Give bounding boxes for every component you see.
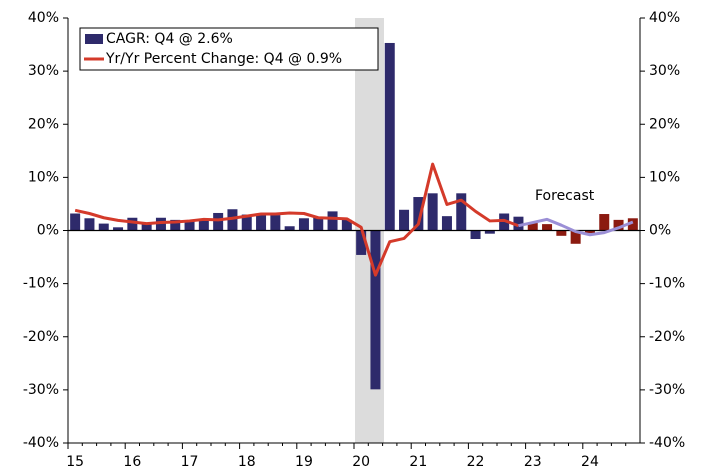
bar: [256, 214, 267, 231]
y2-tick-label: 30%: [649, 63, 680, 79]
x-tick-label: 22: [467, 454, 485, 470]
legend-swatch: [85, 34, 103, 44]
annotation: Forecast: [535, 188, 595, 204]
line: [518, 217, 634, 237]
y-tick-label: -40%: [23, 435, 59, 451]
bar: [284, 226, 295, 231]
x-tick-label: 16: [123, 454, 141, 470]
bar: [298, 218, 309, 231]
bar: [184, 220, 195, 231]
bar: [542, 224, 553, 231]
bar: [213, 212, 224, 231]
bar: [370, 230, 381, 390]
bar: [241, 214, 252, 231]
y2-tick-label: -30%: [649, 382, 685, 398]
bar: [413, 197, 424, 231]
x-tick-label: 17: [181, 454, 199, 470]
x-tick-label: 15: [66, 454, 84, 470]
x-tick-label: 19: [295, 454, 313, 470]
legend-label: CAGR: Q4 @ 2.6%: [106, 31, 233, 47]
bar: [227, 209, 238, 231]
y-tick-label: -20%: [23, 329, 59, 345]
bar: [113, 227, 124, 231]
bar: [570, 230, 581, 244]
x-tick-label: 24: [581, 454, 599, 470]
bar: [527, 223, 538, 231]
line: [74, 162, 519, 277]
bar: [384, 42, 395, 231]
bar: [427, 193, 438, 231]
bar: [313, 216, 324, 231]
x-tick-label: 21: [409, 454, 427, 470]
y-tick-label: 20%: [28, 116, 59, 132]
bar: [613, 219, 624, 231]
bar: [341, 219, 352, 231]
y2-tick-label: 20%: [649, 116, 680, 132]
y-tick-label: -30%: [23, 382, 59, 398]
bar: [270, 215, 281, 231]
bar: [399, 209, 410, 231]
bar: [127, 217, 138, 231]
bar: [441, 216, 452, 231]
y-tick-label: -10%: [23, 276, 59, 292]
legend-label: Yr/Yr Percent Change: Q4 @ 0.9%: [105, 51, 342, 67]
bar: [484, 230, 495, 234]
bar: [584, 230, 595, 234]
y2-tick-label: 0%: [649, 223, 671, 239]
y2-tick-label: 40%: [649, 10, 680, 26]
bar: [155, 217, 166, 231]
bar: [456, 193, 467, 231]
bar: [198, 219, 209, 231]
bar: [356, 230, 367, 255]
bar: [627, 218, 638, 231]
bar: [470, 230, 481, 239]
bar: [170, 219, 181, 231]
bar: [70, 213, 81, 231]
y2-tick-label: 10%: [649, 169, 680, 185]
y-tick-label: 40%: [28, 10, 59, 26]
bar: [84, 218, 95, 231]
bar: [327, 211, 338, 231]
y-tick-label: 10%: [28, 169, 59, 185]
bar: [513, 216, 524, 231]
y-tick-label: 0%: [37, 223, 59, 239]
y2-tick-label: -40%: [649, 435, 685, 451]
bar: [141, 224, 152, 231]
y2-tick-label: -20%: [649, 329, 685, 345]
bar: [556, 230, 567, 236]
x-tick-label: 20: [352, 454, 370, 470]
bar: [98, 223, 109, 231]
legend-box: [79, 27, 379, 71]
x-tick-label: 23: [524, 454, 542, 470]
y2-tick-label: -10%: [649, 276, 685, 292]
bar: [599, 214, 610, 231]
x-tick-label: 18: [238, 454, 256, 470]
y-tick-label: 30%: [28, 63, 59, 79]
